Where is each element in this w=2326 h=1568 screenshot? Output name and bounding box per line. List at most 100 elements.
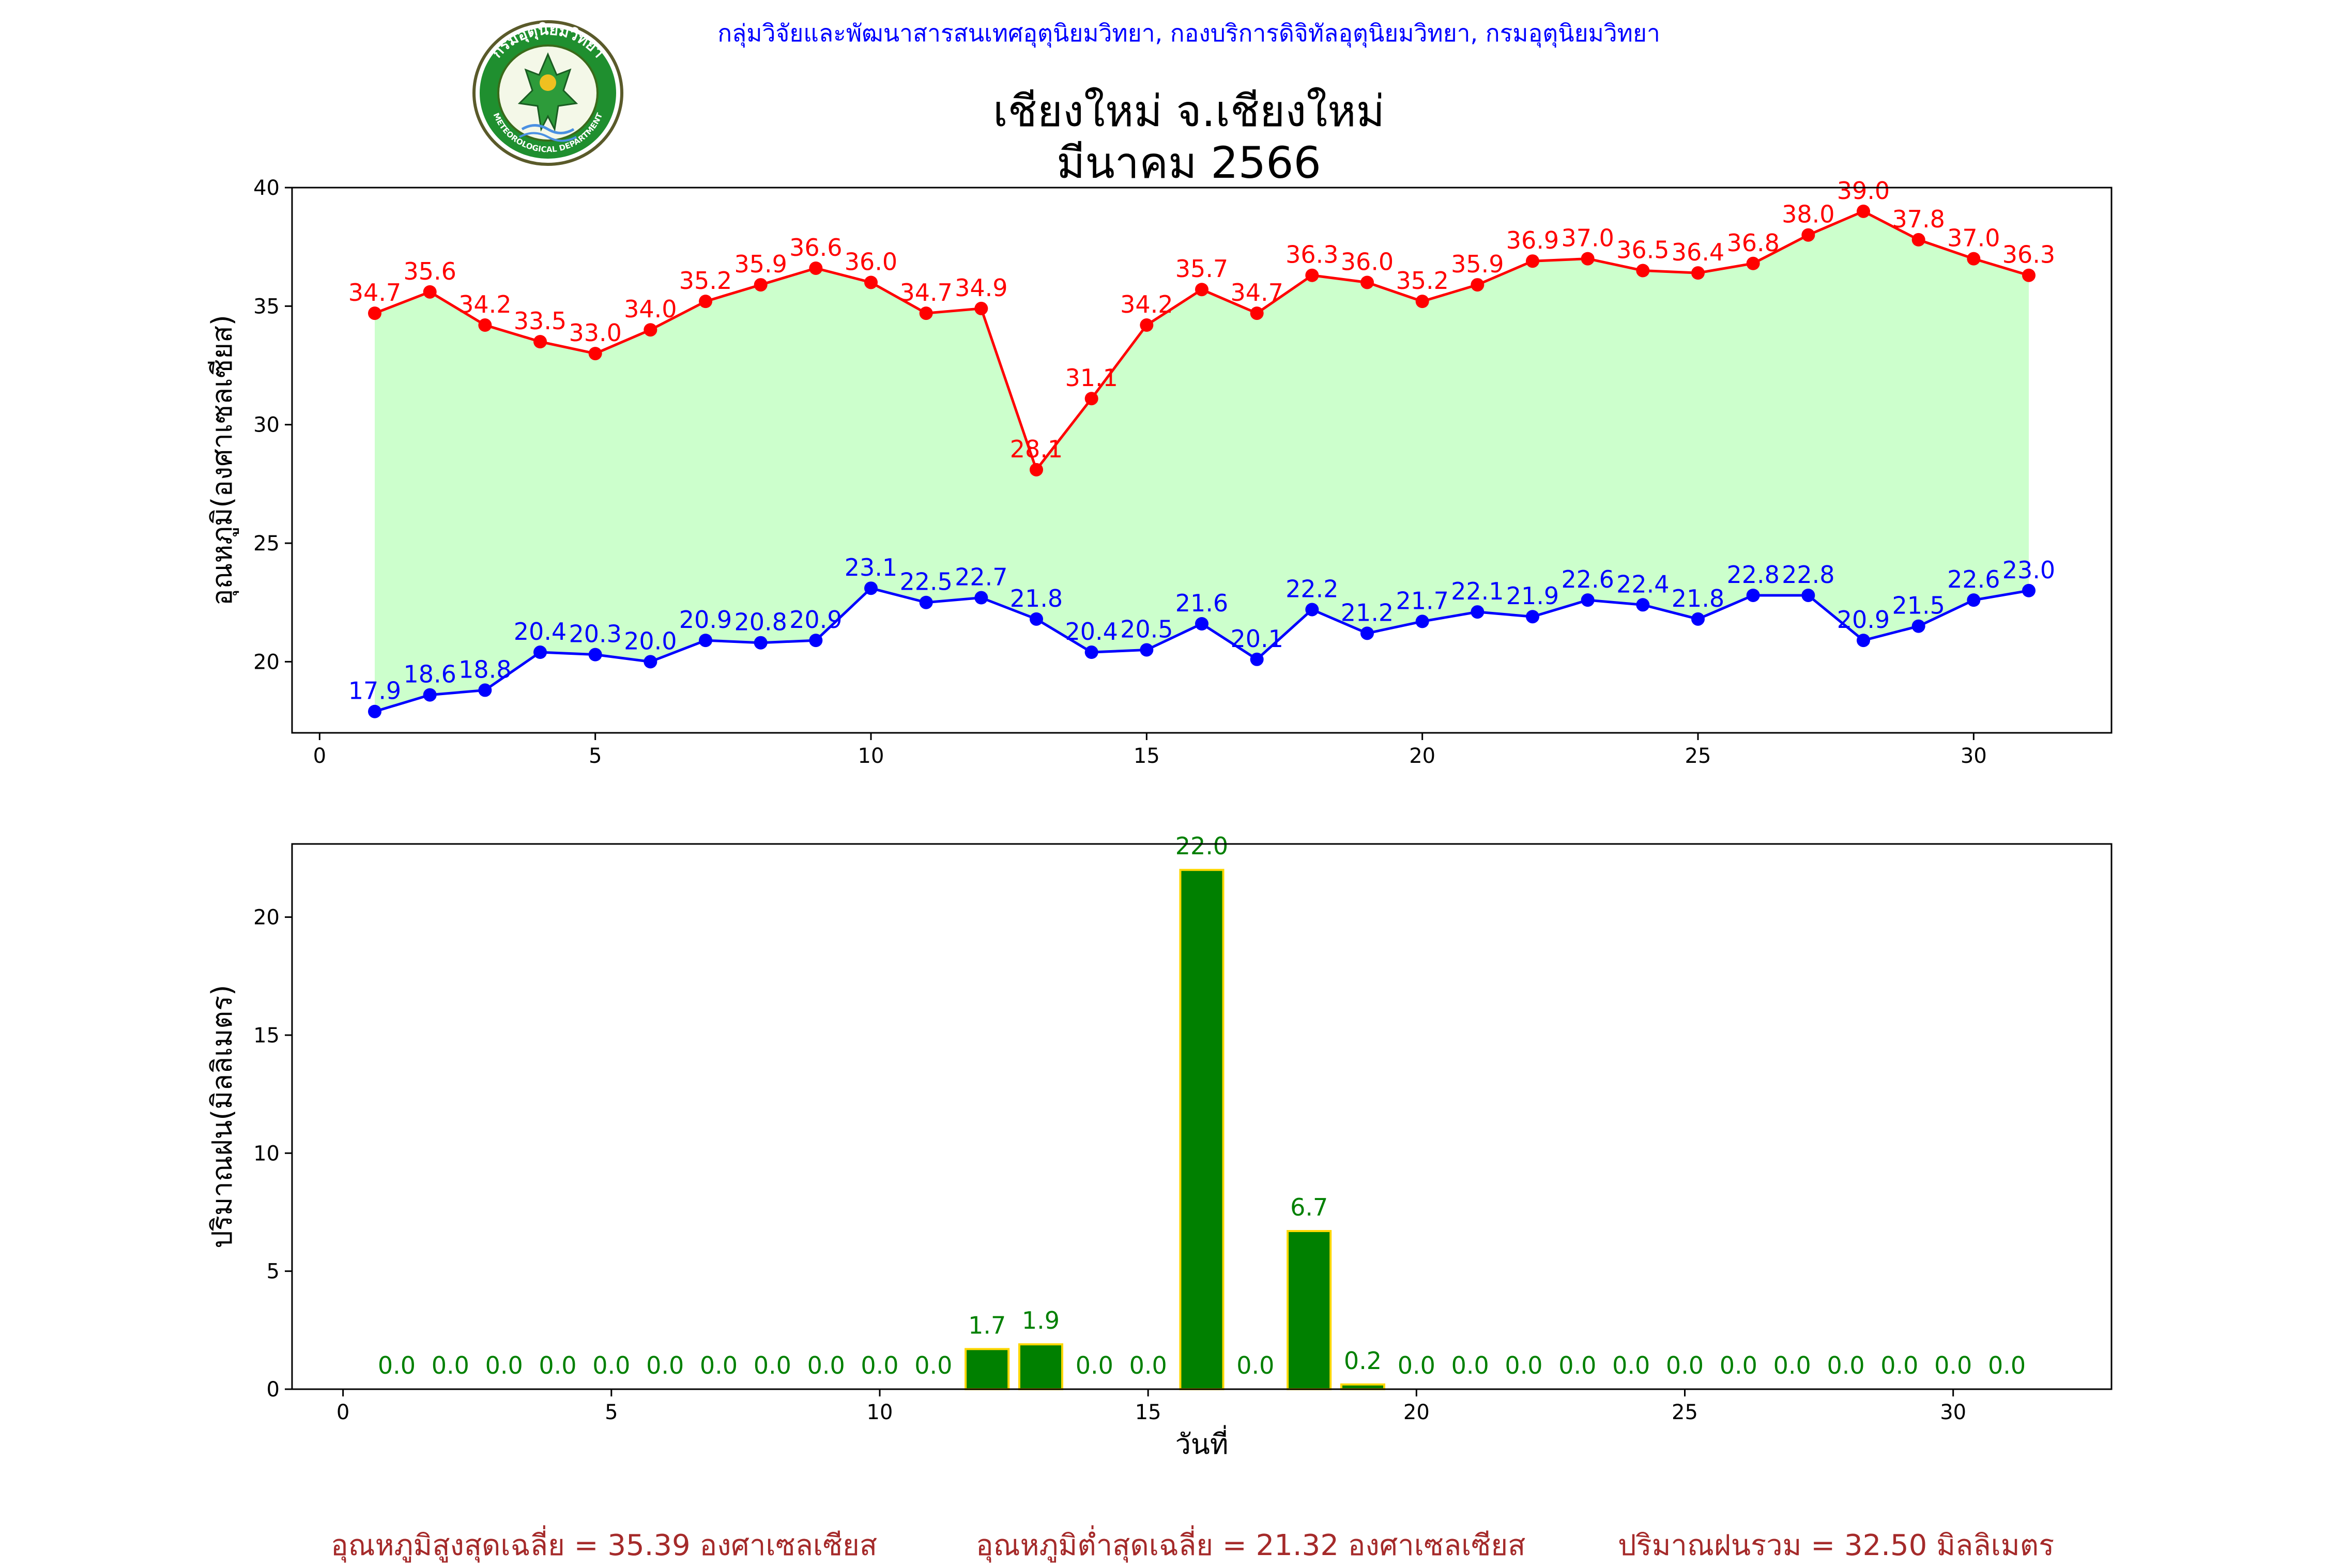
max-temp-value-label: 33.5 (514, 307, 567, 335)
min-temp-value-label: 20.8 (734, 608, 787, 636)
min-temp-value-label: 22.4 (1616, 570, 1669, 598)
max-temp-value-label: 37.0 (1947, 224, 2000, 252)
min-temp-point (1746, 588, 1760, 602)
rain-value-label: 0.0 (1773, 1351, 1811, 1379)
max-temp-point (1911, 233, 1925, 247)
max-temp-point (478, 318, 492, 332)
min-temp-point (1250, 652, 1264, 666)
rain-value-label: 6.7 (1290, 1193, 1328, 1221)
y-tick-label: 35 (253, 295, 280, 318)
rain-value-label: 1.9 (1022, 1306, 1060, 1334)
x-tick-label: 0 (313, 744, 326, 768)
min-temp-value-label: 22.5 (899, 568, 952, 596)
rain-value-label: 0.0 (1880, 1351, 1918, 1379)
rain-value-label: 0.0 (432, 1351, 469, 1379)
max-temp-point (1857, 204, 1870, 218)
min-temp-point (1581, 593, 1595, 607)
max-temp-point (974, 301, 988, 315)
min-temp-value-label: 20.4 (514, 618, 567, 645)
max-temp-point (1195, 283, 1208, 297)
max-temp-value-label: 34.0 (624, 295, 677, 323)
max-temp-value-label: 38.0 (1782, 201, 1834, 228)
min-temp-point (1967, 593, 1981, 607)
rain-value-label: 0.0 (1505, 1351, 1542, 1379)
min-temp-value-label: 23.1 (845, 554, 897, 581)
min-temp-value-label: 18.6 (403, 660, 456, 688)
avg-min-temp-stat: อุณหภูมิต่ำสุดเฉลี่ย = 21.32 องศาเซลเซีย… (976, 1529, 1526, 1562)
y-axis-label: ปริมาณฝน(มิลลิเมตร) (206, 985, 238, 1249)
x-tick-label: 15 (1135, 1401, 1161, 1424)
max-temp-value-label: 35.9 (1451, 250, 1504, 278)
min-temp-value-label: 23.0 (2002, 556, 2055, 584)
max-temp-value-label: 36.4 (1672, 238, 1724, 266)
min-temp-value-label: 22.8 (1782, 561, 1834, 589)
max-temp-point (1967, 252, 1981, 266)
min-temp-value-label: 20.5 (1120, 615, 1173, 643)
min-temp-value-label: 22.1 (1451, 577, 1504, 605)
y-tick-label: 20 (253, 906, 280, 930)
min-temp-point (1911, 619, 1925, 633)
max-temp-point (919, 306, 933, 320)
max-temp-point (864, 275, 878, 289)
x-tick-label: 30 (1961, 744, 1987, 768)
rain-value-label: 0.0 (378, 1351, 416, 1379)
max-temp-value-label: 36.8 (1726, 229, 1779, 257)
max-temp-point (1305, 268, 1319, 282)
max-temp-value-label: 36.9 (1506, 226, 1559, 254)
x-tick-label: 10 (858, 744, 884, 768)
min-temp-value-label: 17.9 (348, 677, 401, 705)
max-temp-value-label: 35.2 (1396, 267, 1448, 295)
y-tick-label: 15 (253, 1024, 280, 1048)
x-tick-label: 15 (1134, 744, 1160, 768)
y-axis-label: อุณหภูมิ(องศาเซลเซียส) (206, 315, 239, 606)
rain-value-label: 0.0 (485, 1351, 523, 1379)
rain-value-label: 0.0 (1451, 1351, 1489, 1379)
rainfall-chart: 0.0 0.0 0.0 0.0 0.0 0.0 0.0 0.0 0.0 0.0 0.0 1.7 1.9 0… (206, 832, 2113, 1461)
max-temp-point (644, 323, 657, 337)
rain-value-label: 22.0 (1175, 832, 1228, 860)
x-tick-label: 25 (1672, 1401, 1698, 1424)
rain-value-label: 0.0 (1934, 1351, 1972, 1379)
y-tick-label: 5 (267, 1260, 280, 1284)
x-axis-label: วันที่ (1175, 1425, 1229, 1461)
min-temp-value-label: 21.8 (1672, 585, 1724, 612)
rain-value-label: 0.0 (1720, 1351, 1757, 1379)
min-temp-value-label: 20.9 (1837, 606, 1890, 634)
rain-value-label: 0.0 (861, 1351, 898, 1379)
rain-bar (1018, 1343, 1064, 1390)
rain-value-label: 0.0 (1612, 1351, 1650, 1379)
min-temp-point (2022, 583, 2036, 597)
max-temp-value-label: 28.1 (1010, 435, 1063, 463)
min-temp-point (1195, 617, 1208, 631)
max-temp-value-label: 34.2 (1120, 290, 1173, 318)
rain-bar (965, 1348, 1010, 1391)
min-temp-point (588, 648, 602, 662)
min-temp-point (1857, 634, 1870, 648)
min-temp-value-label: 21.9 (1506, 582, 1559, 610)
max-temp-value-label: 36.3 (1286, 241, 1338, 269)
min-temp-point (699, 634, 712, 648)
min-temp-point (919, 595, 933, 609)
max-temp-point (1140, 318, 1154, 332)
max-temp-point (2022, 268, 2036, 282)
x-tick-label: 10 (867, 1401, 893, 1424)
min-temp-value-label: 22.6 (1947, 565, 2000, 593)
rain-value-label: 0.0 (592, 1351, 630, 1379)
min-temp-point (1471, 605, 1485, 619)
max-temp-point (1746, 256, 1760, 270)
rain-value-label: 0.0 (1827, 1351, 1864, 1379)
y-tick-label: 0 (267, 1378, 280, 1402)
min-temp-value-label: 22.6 (1561, 565, 1614, 593)
rain-value-label: 0.0 (1129, 1351, 1167, 1379)
min-temp-point (1305, 603, 1319, 617)
rain-value-label: 0.0 (1236, 1351, 1274, 1379)
y-tick-label: 30 (253, 413, 280, 437)
min-temp-value-label: 20.9 (679, 606, 732, 634)
max-temp-value-label: 36.0 (1341, 248, 1394, 275)
max-temp-value-label: 34.9 (955, 274, 1007, 302)
min-temp-point (423, 688, 437, 702)
min-temp-point (644, 655, 657, 669)
temperature-range-fill (375, 211, 2029, 712)
min-temp-point (974, 591, 988, 605)
max-temp-point (1581, 252, 1595, 266)
